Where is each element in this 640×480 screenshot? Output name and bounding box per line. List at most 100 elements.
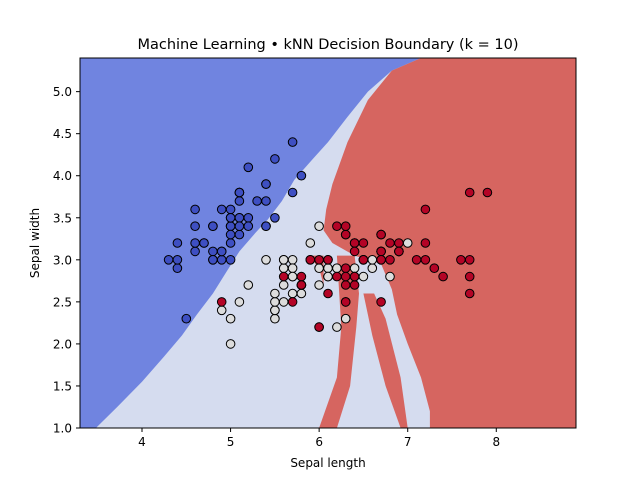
y-tick-label: 1.5 (53, 379, 72, 393)
data-point-class0 (199, 238, 209, 248)
data-point-class0 (181, 313, 192, 324)
plot-frame (79, 57, 577, 429)
data-point-class1 (261, 254, 271, 265)
data-point-class0 (225, 229, 236, 240)
data-point-class2 (216, 297, 227, 307)
data-point-class1 (270, 313, 280, 324)
data-point-class2 (349, 238, 360, 248)
data-point-class0 (261, 196, 271, 206)
data-point-class0 (234, 187, 245, 198)
y-tick-label: 3.0 (53, 253, 72, 267)
data-point-class1 (270, 288, 280, 299)
data-point-class0 (225, 213, 236, 223)
y-tick-label: 1.0 (53, 422, 72, 436)
data-point-class1 (278, 263, 289, 274)
data-point-class1 (287, 271, 298, 282)
data-point-class2 (332, 271, 342, 282)
data-point-class2 (340, 229, 351, 240)
data-point-class2 (314, 322, 324, 332)
data-point-class1 (287, 254, 298, 265)
y-tick-label: 5.0 (53, 85, 72, 99)
data-point-class1 (225, 313, 236, 324)
y-tick-label: 3.5 (53, 211, 72, 225)
data-point-class2 (358, 254, 369, 265)
data-point-class0 (208, 221, 218, 231)
data-point-class1 (278, 297, 289, 307)
data-point-class0 (270, 154, 280, 164)
data-point-class0 (216, 204, 227, 215)
data-point-class0 (261, 221, 271, 231)
data-point-class1 (270, 305, 280, 316)
y-axis: 1.0 1.5 2.0 2.5 3.0 3.5 4.0 4.5 5.0 (53, 85, 80, 436)
data-point-class1 (278, 254, 289, 265)
data-point-class0 (252, 196, 262, 206)
data-point-class0 (208, 246, 218, 257)
data-point-class2 (340, 297, 351, 307)
data-point-class2 (464, 288, 475, 299)
data-point-class2 (314, 254, 324, 265)
data-point-class2 (411, 254, 422, 265)
data-point-class0 (190, 238, 200, 248)
region-class2-1 (323, 58, 576, 428)
data-point-class0 (234, 213, 245, 223)
data-point-class0 (243, 221, 254, 231)
data-point-class2 (323, 288, 333, 299)
data-point-class1 (349, 263, 360, 274)
data-point-class2 (340, 221, 351, 231)
data-point-class1 (278, 280, 289, 290)
data-point-class2 (358, 238, 369, 248)
data-point-class0 (243, 162, 254, 173)
y-tick-label: 2.5 (53, 295, 72, 309)
data-point-class0 (225, 238, 236, 248)
chart-title: Machine Learning • kNN Decision Boundary… (137, 37, 518, 53)
data-point-class2 (323, 254, 333, 265)
data-point-class2 (394, 246, 404, 257)
data-point-class0 (216, 246, 227, 257)
data-point-class2 (340, 280, 351, 290)
x-axis: 4 5 6 7 8 (138, 428, 500, 449)
data-point-class0 (216, 254, 227, 265)
data-point-class0 (163, 254, 174, 265)
data-point-class1 (314, 280, 324, 290)
data-point-class0 (172, 238, 183, 248)
data-point-class2 (464, 254, 475, 265)
data-point-class0 (225, 254, 236, 265)
x-tick-label: 7 (404, 435, 412, 449)
x-tick-label: 6 (315, 435, 323, 449)
data-point-class1 (234, 297, 245, 307)
data-point-class2 (349, 246, 360, 257)
data-point-class1 (287, 263, 298, 274)
data-point-class2 (332, 221, 342, 231)
data-point-class0 (243, 213, 254, 223)
data-point-class1 (270, 297, 280, 307)
data-point-class2 (420, 254, 431, 265)
data-point-class1 (305, 238, 316, 248)
data-point-class2 (376, 246, 386, 257)
data-point-class0 (261, 179, 271, 189)
data-point-class0 (190, 204, 200, 215)
data-point-class1 (296, 288, 307, 299)
y-tick-label: 4.0 (53, 169, 72, 183)
region-class2-4 (363, 293, 408, 428)
data-point-class0 (172, 263, 183, 274)
data-point-class2 (456, 254, 466, 265)
data-point-class2 (394, 238, 404, 248)
data-point-class0 (234, 221, 245, 231)
data-point-class1 (402, 238, 413, 248)
data-point-class2 (340, 263, 351, 274)
data-point-class1 (287, 288, 298, 299)
data-point-class2 (305, 254, 316, 265)
data-point-class0 (225, 204, 236, 215)
data-point-class1 (332, 263, 342, 274)
data-point-class0 (208, 254, 218, 265)
data-point-class0 (234, 229, 245, 240)
data-point-class2 (296, 280, 307, 290)
data-point-class1 (323, 263, 333, 274)
data-point-class2 (278, 271, 289, 282)
x-tick-label: 4 (138, 435, 146, 449)
data-point-class1 (225, 339, 236, 349)
data-point-class2 (385, 238, 395, 248)
x-axis-label: Sepal length (290, 456, 365, 470)
data-point-class2 (438, 271, 448, 282)
x-tick-label: 8 (492, 435, 500, 449)
